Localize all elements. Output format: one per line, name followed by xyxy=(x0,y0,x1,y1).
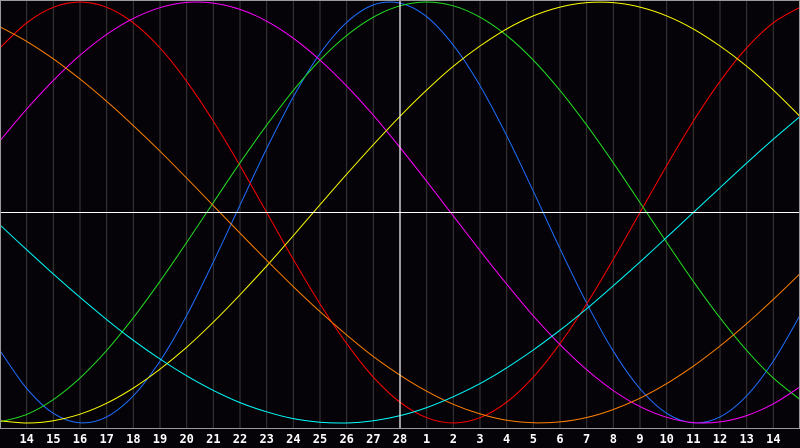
x-tick-label: 3 xyxy=(476,432,483,446)
x-tick-label: 6 xyxy=(556,432,563,446)
x-tick-label: 7 xyxy=(583,432,590,446)
x-tick-label: 5 xyxy=(530,432,537,446)
x-tick-label: 9 xyxy=(636,432,643,446)
x-tick-label: 25 xyxy=(313,432,327,446)
x-tick-label: 22 xyxy=(233,432,247,446)
x-tick-label: 2 xyxy=(450,432,457,446)
x-tick-label: 1 xyxy=(423,432,430,446)
x-tick-label: 14 xyxy=(19,432,33,446)
x-tick-label: 23 xyxy=(259,432,273,446)
x-tick-label: 16 xyxy=(73,432,87,446)
x-tick-labels: 14 15 16 17 18 19 20 21 22 23 24 25 26 27 28 1 2 3 4 5 6 7 8 9 1… xyxy=(19,432,780,446)
x-tick-label: 21 xyxy=(206,432,220,446)
x-tick-label: 15 xyxy=(46,432,60,446)
axes xyxy=(0,0,800,429)
x-tick-label: 19 xyxy=(153,432,167,446)
x-tick-label: 28 xyxy=(393,432,407,446)
x-tick-label: 27 xyxy=(366,432,380,446)
x-tick-label: 10 xyxy=(659,432,673,446)
x-tick-label: 14 xyxy=(766,432,780,446)
x-tick-label: 4 xyxy=(503,432,510,446)
x-tick-label: 20 xyxy=(179,432,193,446)
x-tick-label: 18 xyxy=(126,432,140,446)
x-tick-label: 12 xyxy=(713,432,727,446)
x-tick-label: 8 xyxy=(610,432,617,446)
x-tick-label: 17 xyxy=(99,432,113,446)
x-tick-label: 26 xyxy=(339,432,353,446)
x-tick-label: 11 xyxy=(686,432,700,446)
x-tick-label: 13 xyxy=(739,432,753,446)
x-tick-label: 24 xyxy=(286,432,300,446)
